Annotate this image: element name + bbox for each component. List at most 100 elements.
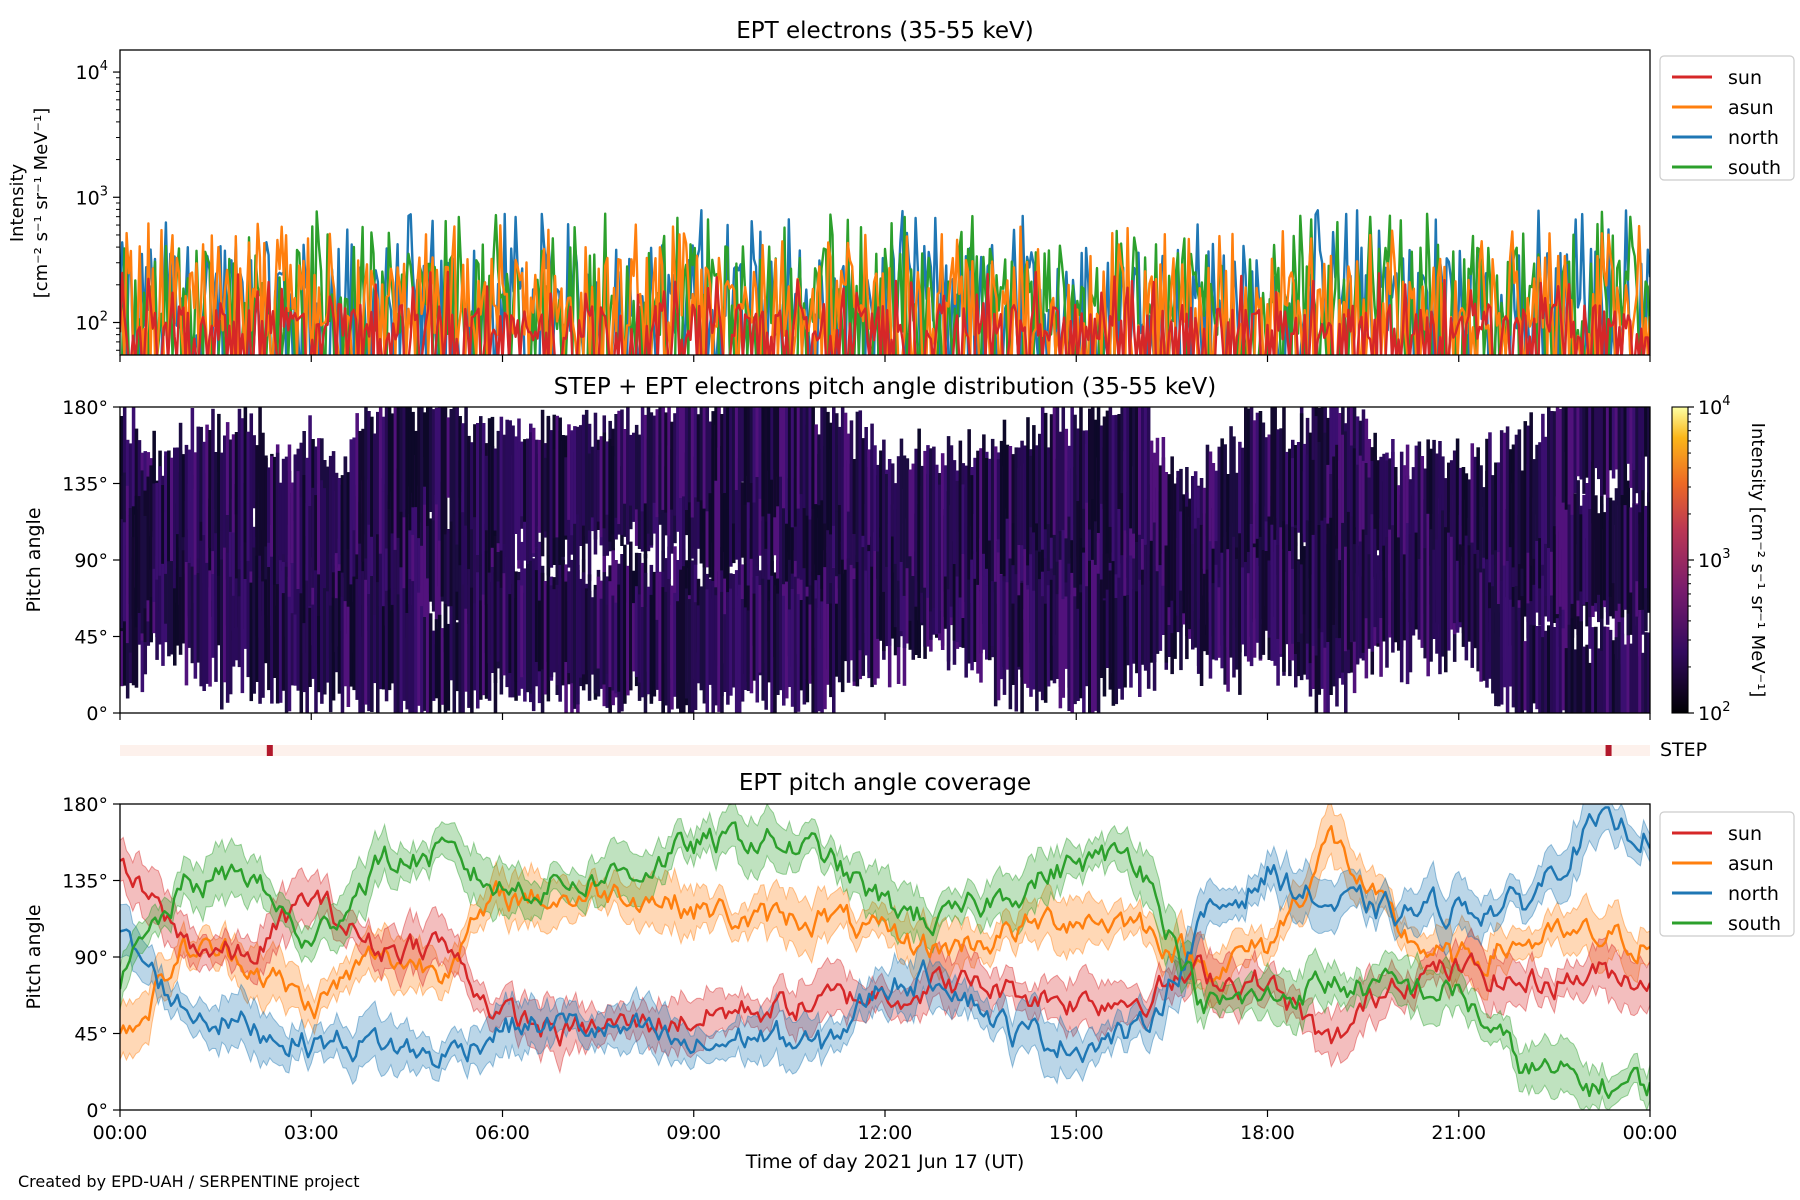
heatmap-cell [885, 528, 889, 644]
heatmap-cell [973, 457, 977, 579]
heatmap-cell [128, 508, 133, 653]
heatmap-cell [811, 407, 815, 509]
heatmap-cell [1479, 572, 1483, 682]
heatmap-cell [1523, 421, 1528, 577]
heatmap-cell [1602, 626, 1607, 713]
heatmap-cell [184, 537, 189, 686]
heatmap-cell [1202, 573, 1207, 652]
heatmap-cell [405, 613, 409, 710]
heatmap-cell [1399, 451, 1404, 564]
heatmap-cell [664, 591, 668, 706]
heatmap-cell [511, 425, 515, 580]
heatmap-cell [1029, 554, 1033, 697]
heatmap-cell [302, 567, 306, 693]
heatmap-cell [508, 594, 512, 673]
heatmap-cell [714, 407, 718, 481]
heatmap-cell [1329, 517, 1333, 630]
heatmap-cell [1082, 552, 1086, 713]
heatmap-cell [570, 559, 574, 684]
heatmap-cell [1161, 553, 1166, 635]
heatmap-cell [723, 552, 727, 664]
legend-frame [1659, 811, 1795, 937]
step-bar-background [120, 745, 1650, 756]
heatmap-cell [231, 498, 236, 631]
heatmap-cell [1043, 603, 1048, 703]
heatmap-cell [705, 407, 710, 512]
heatmap-cell [579, 578, 583, 678]
heatmap-cell [190, 408, 195, 567]
heatmap-cell [1285, 524, 1289, 645]
heatmap-cell [1467, 545, 1472, 642]
heatmap-cell [943, 465, 948, 577]
heatmap-cell [696, 605, 701, 684]
heatmap-cell [1146, 407, 1151, 561]
heatmap-cell [305, 457, 309, 537]
heatmap-cell [234, 432, 239, 515]
heatmap-cell [761, 452, 765, 596]
heatmap-cell [887, 515, 892, 646]
heatmap-cell [596, 450, 601, 522]
heatmap-cell [328, 550, 333, 713]
heatmap-cell [758, 407, 763, 499]
heatmap-cell [1049, 579, 1054, 681]
heatmap-cell [1520, 470, 1525, 569]
heatmap-cell [846, 460, 851, 612]
heatmap-cell [1114, 476, 1119, 575]
heatmap-cell [699, 407, 704, 501]
heatmap-cell [473, 424, 477, 518]
heatmap-cell [764, 407, 768, 522]
heatmap-cell [1205, 444, 1210, 586]
heatmap-cell [1494, 550, 1498, 707]
heatmap-cell [481, 423, 486, 555]
heatmap-cell [1561, 407, 1566, 503]
heatmap-cell [1017, 595, 1021, 667]
heatmap-cell [870, 423, 874, 567]
heatmap-cell [814, 598, 818, 713]
heatmap-cell [1067, 563, 1071, 711]
heatmap-cell [1152, 549, 1157, 691]
heatmap-cell [1249, 407, 1254, 546]
heatmap-cell [999, 575, 1004, 680]
heatmap-cell [261, 581, 265, 698]
heatmap-cell [1102, 416, 1107, 509]
heatmap-cell [1602, 512, 1607, 601]
heatmap-cell [1588, 407, 1592, 509]
heatmap-cell [823, 601, 827, 710]
heatmap-cell [367, 594, 371, 712]
heatmap-cell [484, 550, 489, 699]
heatmap-cell [564, 457, 568, 536]
heatmap-cell [1438, 535, 1442, 675]
heatmap-cell [1161, 437, 1166, 586]
heatmap-cell [305, 502, 309, 581]
heatmap-cell [1332, 549, 1336, 625]
heatmap-cell [449, 521, 454, 611]
heatmap-cell [776, 593, 780, 695]
heatmap-cell [1061, 528, 1066, 655]
heatmap-cell [837, 426, 842, 505]
heatmap-cell [861, 547, 866, 676]
heatmap-cell [237, 596, 242, 668]
heatmap-cell [128, 443, 133, 516]
heatmap-cell [296, 589, 301, 691]
heatmap-cell [729, 588, 733, 696]
heatmap-cell [470, 587, 474, 713]
heatmap-cell [328, 455, 333, 606]
heatmap-cell [1091, 407, 1095, 500]
heatmap-cell [746, 407, 751, 503]
heatmap-cell [988, 558, 992, 661]
heatmap-cell [964, 522, 968, 678]
step-mark [1605, 745, 1612, 756]
heatmap-cell [1320, 520, 1325, 633]
heatmap-cell [376, 411, 380, 535]
heatmap-cell [1061, 599, 1066, 698]
heatmap-cell [720, 591, 724, 713]
heatmap-cell [758, 585, 763, 673]
heatmap-cell [1461, 545, 1466, 647]
heatmap-cell [228, 439, 233, 532]
heatmap-cell [496, 430, 501, 544]
heatmap-cell [537, 600, 542, 672]
heatmap-cell [405, 407, 409, 517]
heatmap-cell [1093, 591, 1098, 711]
heatmap-cell [1579, 514, 1583, 592]
heatmap-cell [802, 407, 807, 509]
